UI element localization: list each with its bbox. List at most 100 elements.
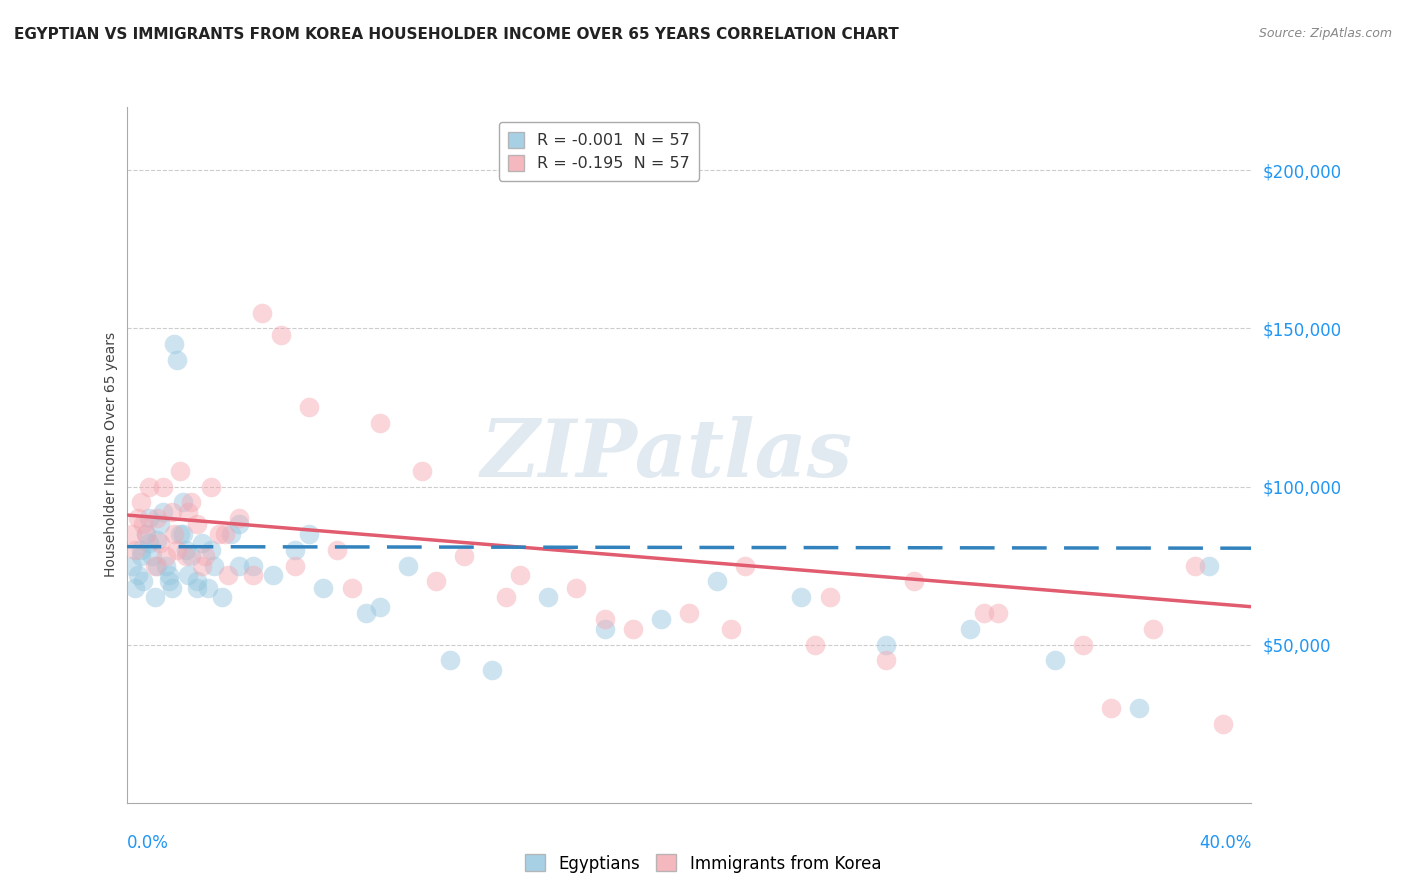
- Point: [121, 558, 143, 573]
- Point: [157, 574, 180, 589]
- Point: [124, 581, 146, 595]
- Point: [180, 549, 202, 563]
- Point: [326, 542, 349, 557]
- Point: [242, 558, 264, 573]
- Point: [157, 568, 180, 582]
- Point: [312, 581, 335, 595]
- Point: [734, 558, 756, 573]
- Point: [411, 464, 433, 478]
- Point: [678, 606, 700, 620]
- Point: [593, 622, 616, 636]
- Point: [138, 479, 160, 493]
- Legend: R = -0.001  N = 57, R = -0.195  N = 57: R = -0.001 N = 57, R = -0.195 N = 57: [499, 122, 699, 181]
- Point: [191, 536, 214, 550]
- Point: [354, 606, 377, 620]
- Point: [1043, 653, 1066, 667]
- Point: [453, 549, 475, 563]
- Point: [177, 505, 200, 519]
- Point: [146, 533, 169, 548]
- Text: 0.0%: 0.0%: [127, 834, 169, 852]
- Point: [262, 568, 284, 582]
- Point: [200, 542, 222, 557]
- Point: [1212, 716, 1234, 731]
- Point: [166, 542, 188, 557]
- Point: [818, 591, 841, 605]
- Point: [217, 568, 239, 582]
- Point: [186, 581, 208, 595]
- Y-axis label: Householder Income Over 65 years: Householder Income Over 65 years: [104, 333, 118, 577]
- Point: [138, 511, 160, 525]
- Point: [200, 479, 222, 493]
- Point: [987, 606, 1010, 620]
- Point: [149, 536, 172, 550]
- Point: [650, 612, 672, 626]
- Point: [143, 558, 166, 573]
- Point: [152, 505, 174, 519]
- Point: [208, 527, 231, 541]
- Point: [129, 495, 152, 509]
- Point: [186, 574, 208, 589]
- Point: [127, 568, 149, 582]
- Point: [875, 638, 897, 652]
- Point: [191, 558, 214, 573]
- Point: [228, 511, 250, 525]
- Point: [121, 527, 143, 541]
- Point: [340, 581, 363, 595]
- Point: [368, 599, 391, 614]
- Point: [250, 305, 273, 319]
- Point: [537, 591, 560, 605]
- Point: [180, 495, 202, 509]
- Point: [129, 549, 152, 563]
- Point: [163, 337, 186, 351]
- Point: [790, 591, 813, 605]
- Point: [177, 568, 200, 582]
- Point: [1099, 701, 1122, 715]
- Point: [135, 527, 157, 541]
- Point: [242, 568, 264, 582]
- Point: [298, 527, 321, 541]
- Point: [152, 479, 174, 493]
- Point: [155, 549, 177, 563]
- Point: [146, 511, 169, 525]
- Point: [214, 527, 236, 541]
- Point: [228, 517, 250, 532]
- Point: [439, 653, 461, 667]
- Point: [149, 517, 172, 532]
- Text: 40.0%: 40.0%: [1199, 834, 1251, 852]
- Point: [959, 622, 981, 636]
- Point: [509, 568, 531, 582]
- Point: [903, 574, 925, 589]
- Text: EGYPTIAN VS IMMIGRANTS FROM KOREA HOUSEHOLDER INCOME OVER 65 YEARS CORRELATION C: EGYPTIAN VS IMMIGRANTS FROM KOREA HOUSEH…: [14, 27, 898, 42]
- Point: [197, 581, 219, 595]
- Point: [973, 606, 995, 620]
- Point: [143, 591, 166, 605]
- Point: [132, 517, 155, 532]
- Point: [172, 527, 194, 541]
- Point: [495, 591, 517, 605]
- Text: Source: ZipAtlas.com: Source: ZipAtlas.com: [1258, 27, 1392, 40]
- Point: [202, 558, 225, 573]
- Point: [804, 638, 827, 652]
- Point: [720, 622, 742, 636]
- Point: [219, 527, 242, 541]
- Point: [1184, 558, 1206, 573]
- Point: [174, 542, 197, 557]
- Point: [146, 558, 169, 573]
- Point: [1198, 558, 1220, 573]
- Point: [132, 574, 155, 589]
- Point: [211, 591, 233, 605]
- Point: [186, 517, 208, 532]
- Point: [368, 417, 391, 431]
- Point: [621, 622, 644, 636]
- Point: [135, 527, 157, 541]
- Legend: Egyptians, Immigrants from Korea: Egyptians, Immigrants from Korea: [517, 847, 889, 880]
- Point: [425, 574, 447, 589]
- Point: [138, 536, 160, 550]
- Point: [166, 353, 188, 368]
- Point: [163, 527, 186, 541]
- Point: [124, 542, 146, 557]
- Point: [298, 401, 321, 415]
- Point: [565, 581, 588, 595]
- Point: [160, 581, 183, 595]
- Point: [284, 542, 307, 557]
